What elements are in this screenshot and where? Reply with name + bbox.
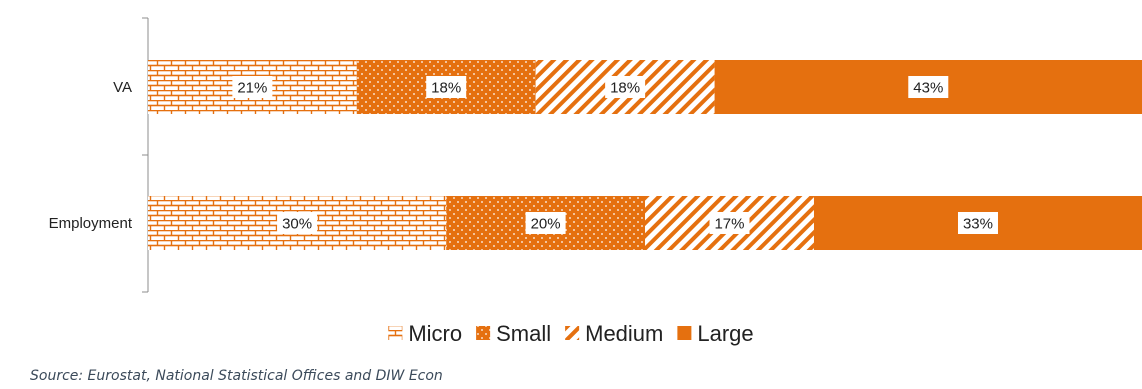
- data-label: 18%: [610, 80, 640, 97]
- source-note: Source: Eurostat, National Statistical O…: [30, 368, 443, 384]
- data-label-box: [957, 212, 998, 234]
- legend-swatch-large: [677, 326, 692, 340]
- legend-label: Medium: [585, 321, 663, 346]
- legend-label: Large: [697, 321, 753, 346]
- legend-label: Small: [496, 321, 551, 346]
- data-label: 33%: [963, 216, 993, 233]
- data-label-box: [605, 76, 646, 98]
- data-label-box: [277, 212, 318, 234]
- data-label: 20%: [531, 216, 561, 233]
- legend-swatch-small: [476, 326, 491, 340]
- data-label: 43%: [913, 80, 943, 97]
- data-label-box: [426, 76, 467, 98]
- category-label: VA: [113, 79, 132, 96]
- data-label-box: [232, 76, 273, 98]
- data-label: 18%: [431, 80, 461, 97]
- category-label: Employment: [49, 215, 133, 232]
- data-label-box: [525, 212, 566, 234]
- data-label-box: [709, 212, 750, 234]
- data-label: 30%: [282, 216, 312, 233]
- legend-label: Micro: [408, 321, 462, 346]
- data-label: 17%: [714, 216, 744, 233]
- data-label-box: [908, 76, 949, 98]
- data-label: 21%: [237, 80, 267, 97]
- legend-swatch-micro: [388, 326, 403, 340]
- legend-swatch-medium: [565, 326, 580, 340]
